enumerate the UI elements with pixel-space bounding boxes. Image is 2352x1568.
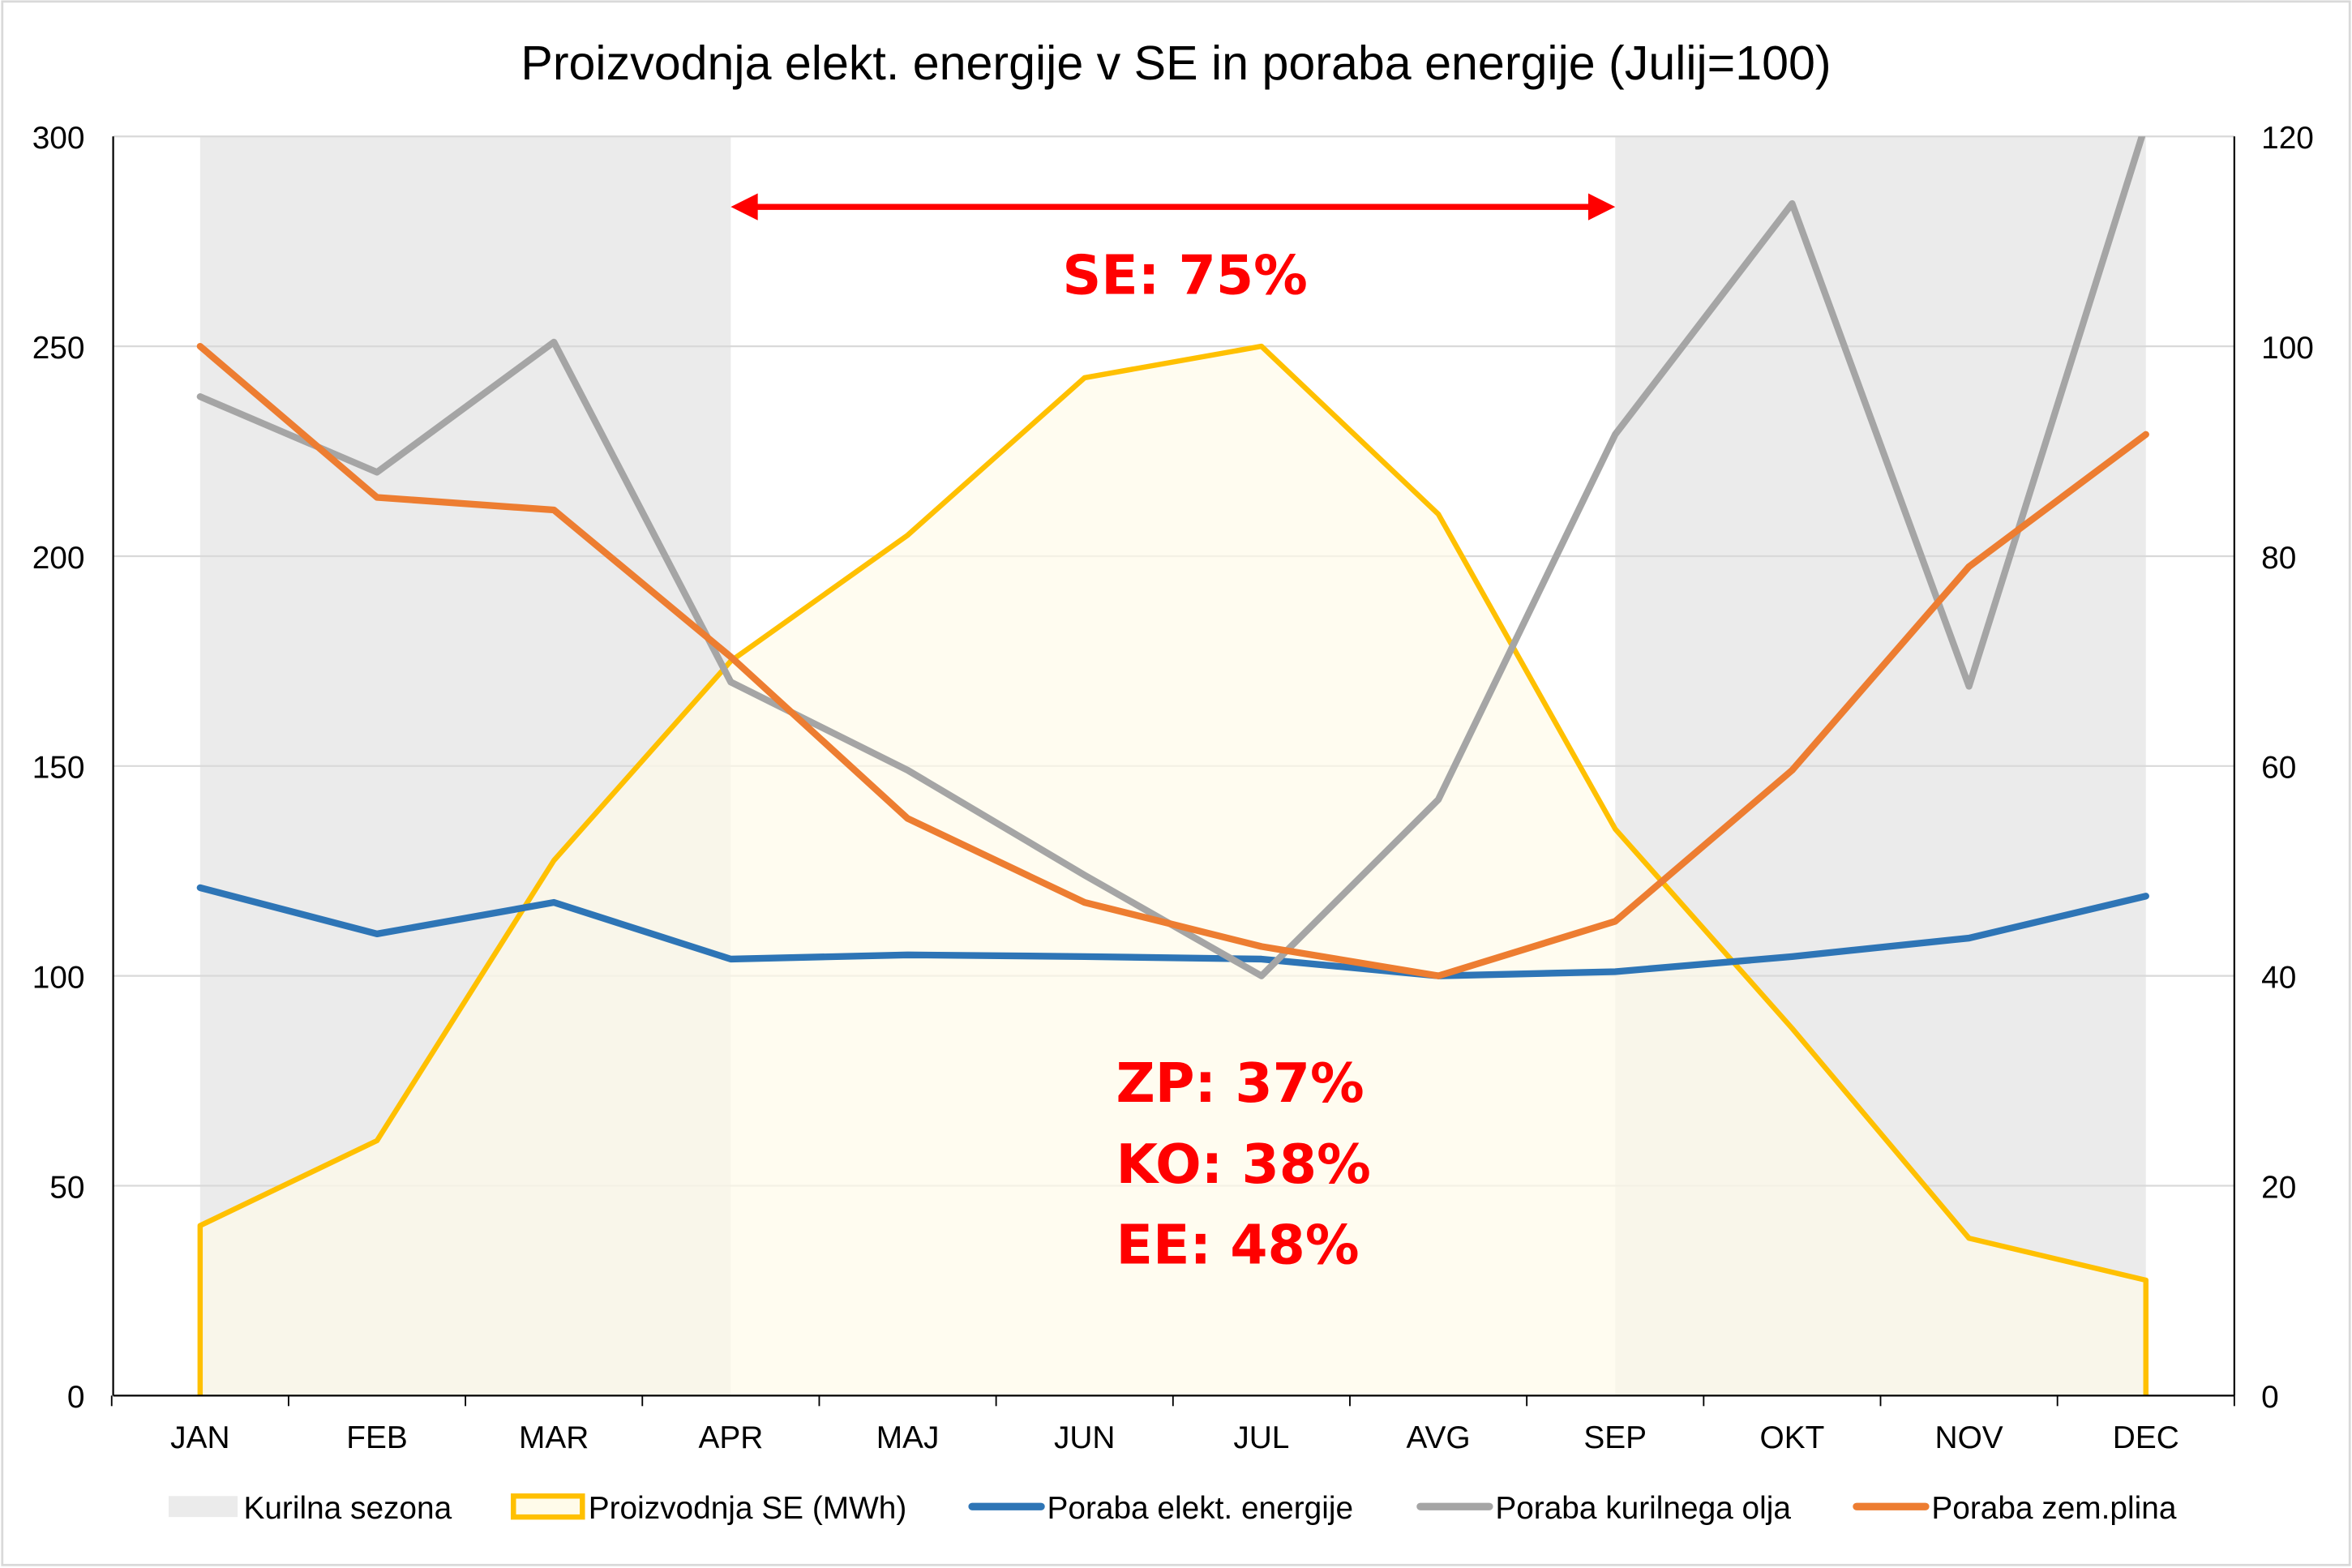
right-axis-tick-label: 0: [2261, 1380, 2279, 1415]
x-axis-tick-label: SEP: [1583, 1420, 1647, 1455]
x-axis-tick-label: AVG: [1407, 1420, 1471, 1455]
x-axis-tick-label: APR: [698, 1420, 763, 1455]
legend-label: Poraba elekt. energije: [1047, 1491, 1353, 1526]
right-axis-tick-label: 80: [2261, 541, 2296, 576]
right-axis-tick-label: 20: [2261, 1170, 2296, 1205]
annotation-ee: EE: 48%: [1116, 1214, 1360, 1277]
left-axis-tick-label: 300: [32, 121, 85, 156]
legend-swatch: [511, 1493, 585, 1520]
legend-label: Poraba kurilnega olja: [1495, 1491, 1791, 1526]
legend-label: Kurilna sezona: [243, 1491, 452, 1526]
legend-item: Poraba kurilnega olja: [1416, 1491, 1791, 1526]
annotation-zp: ZP: 37%: [1116, 1052, 1365, 1115]
annotation-ko: KO: 38%: [1116, 1133, 1371, 1196]
legend-label: Poraba zem.plina: [1931, 1491, 2176, 1526]
series-line-poraba-elekt-energije: [196, 884, 2149, 979]
x-axis-tick-label: DEC: [2113, 1420, 2179, 1455]
legend-label: Proizvodnja SE (MWh): [589, 1491, 907, 1526]
arrow-head-right: [1587, 193, 1616, 221]
right-axis-tick-label: 60: [2261, 751, 2296, 786]
left-axis-tick-label: 150: [32, 751, 85, 786]
legend-item: Kurilna sezona: [169, 1491, 452, 1526]
legend-swatch: [169, 1496, 238, 1518]
right-axis-tick-label: 120: [2261, 121, 2314, 156]
series-line-poraba-zem-plina: [196, 342, 2149, 979]
x-axis-tick-label: JAN: [170, 1420, 229, 1455]
chart-title: Proizvodnja elekt. energije v SE in pora…: [521, 36, 1831, 90]
x-axis-tick-label: OKT: [1760, 1420, 1825, 1455]
x-axis-tick-label: JUL: [1233, 1420, 1289, 1455]
legend-item: Poraba zem.plina: [1853, 1491, 2177, 1526]
arrow-head-left: [730, 193, 758, 221]
legend-item: Poraba elekt. energije: [968, 1491, 1353, 1526]
legend-item: Proizvodnja SE (MWh): [511, 1491, 907, 1526]
x-axis-tick-label: FEB: [346, 1420, 407, 1455]
left-axis-tick-label: 200: [32, 541, 85, 576]
right-axis-tick-label: 40: [2261, 960, 2296, 995]
left-axis-tick-label: 50: [49, 1170, 84, 1205]
right-axis-tick-label: 100: [2261, 331, 2314, 366]
left-axis-tick-label: 0: [67, 1380, 85, 1415]
annotation-se: SE: 75%: [1062, 243, 1307, 306]
se-production-line: [197, 343, 2149, 1396]
x-axis-tick-label: NOV: [1935, 1420, 2003, 1455]
x-axis-tick-label: MAR: [519, 1420, 589, 1455]
x-axis-tick-label: MAJ: [876, 1420, 940, 1455]
left-axis-tick-label: 100: [32, 960, 85, 995]
left-axis-tick-label: 250: [32, 331, 85, 366]
x-axis-tick-label: JUN: [1054, 1420, 1115, 1455]
se-production-area: [199, 346, 2146, 1396]
